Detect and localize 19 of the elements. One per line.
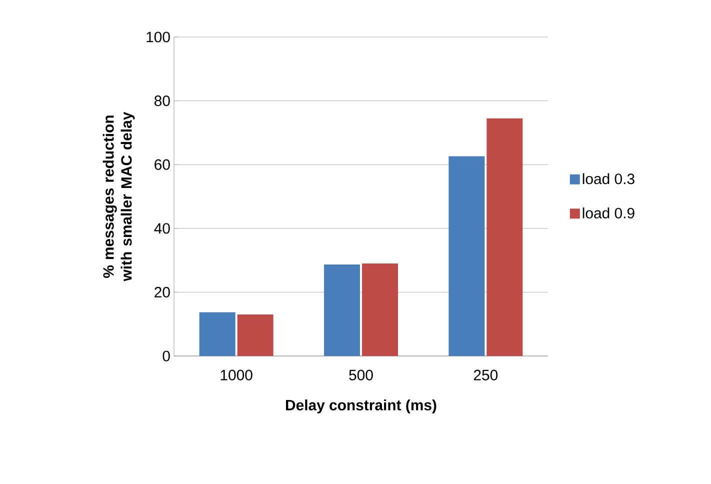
legend-label: load 0.9 — [582, 207, 634, 218]
bar — [199, 312, 236, 356]
bar — [362, 263, 398, 356]
x-tick-label: 1000 — [220, 370, 252, 380]
x-tick-label: 500 — [349, 370, 373, 380]
x-tick-label: 250 — [474, 370, 498, 380]
y-tick-label: 20 — [154, 286, 170, 298]
y-tick-label: 40 — [154, 223, 170, 234]
legend-label: load 0.3 — [582, 173, 634, 184]
y-tick-label: 0 — [162, 350, 170, 362]
y-tick-label: 60 — [154, 159, 170, 170]
bar — [237, 314, 274, 356]
bar — [448, 156, 485, 356]
x-axis-title: Delay constraint (ms) — [286, 399, 436, 414]
bar — [486, 118, 523, 356]
y-tick-label: 100 — [146, 32, 170, 42]
y-axis-title: % messages reduction with smaller MAC delay — [102, 112, 135, 282]
bar — [324, 264, 360, 356]
y-tick-label: 80 — [154, 96, 170, 106]
